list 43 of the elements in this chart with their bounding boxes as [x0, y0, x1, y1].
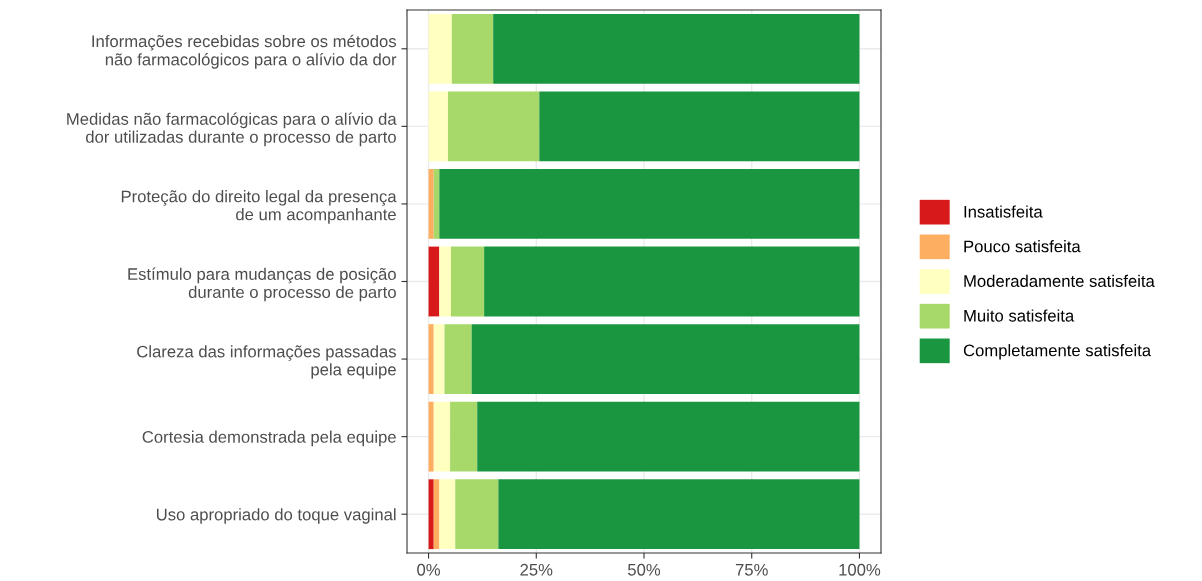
legend-label: Pouco satisfeita — [964, 240, 1081, 253]
bar — [428, 401, 434, 472]
y-tick-label: Informações recebidas sobre os métodos não farmacológicos para o alívio da dor — [92, 34, 397, 69]
y-tick-label: Uso apropriado do toque vaginal — [156, 508, 396, 524]
bar — [450, 401, 478, 472]
x-tick-label: 25% — [520, 563, 553, 576]
bar — [428, 246, 440, 317]
bar — [428, 91, 448, 162]
x-tick-label: 50% — [627, 563, 661, 576]
y-tick-label: Estímulo para mudanças de posição durante o processo de parto — [128, 267, 396, 302]
bar — [428, 169, 434, 239]
bar — [433, 401, 451, 472]
bar — [484, 246, 860, 317]
y-tick-label: Proteção do direito legal da presença de um acompanhante — [121, 190, 397, 224]
bar — [439, 479, 456, 550]
bar — [433, 169, 440, 239]
bar — [439, 246, 451, 317]
bar — [451, 13, 494, 84]
x-tick-label: 100% — [839, 563, 881, 576]
bar — [450, 246, 485, 317]
bar — [433, 324, 445, 394]
legend-label: Moderadamente satisfeita — [964, 274, 1155, 287]
x-tick-label: 0% — [417, 563, 440, 576]
bar — [498, 479, 860, 550]
bar — [539, 91, 860, 162]
y-tick-label: Medidas não farmacológicas para o alívio da dor utilizadas durante o processo de parto — [67, 112, 397, 147]
bar — [428, 13, 452, 84]
bar — [428, 324, 434, 394]
bar — [471, 324, 860, 394]
bar — [428, 479, 434, 550]
legend-label: Completamente satisfeita — [963, 344, 1152, 360]
bar — [439, 169, 860, 239]
bar — [433, 479, 440, 550]
legend-label: Insatisfeita — [964, 205, 1043, 218]
bar — [444, 324, 472, 394]
y-tick-label: Cortesia demonstrada pela equipe — [142, 430, 396, 447]
bar — [455, 479, 499, 550]
bar — [447, 91, 540, 162]
legend-label: Muito satisfeita — [964, 309, 1075, 322]
x-tick-label: 75% — [735, 563, 768, 576]
bar — [493, 13, 860, 84]
bar — [477, 401, 860, 472]
y-tick-label: Clareza das informações passadas pela equipe — [137, 345, 396, 379]
